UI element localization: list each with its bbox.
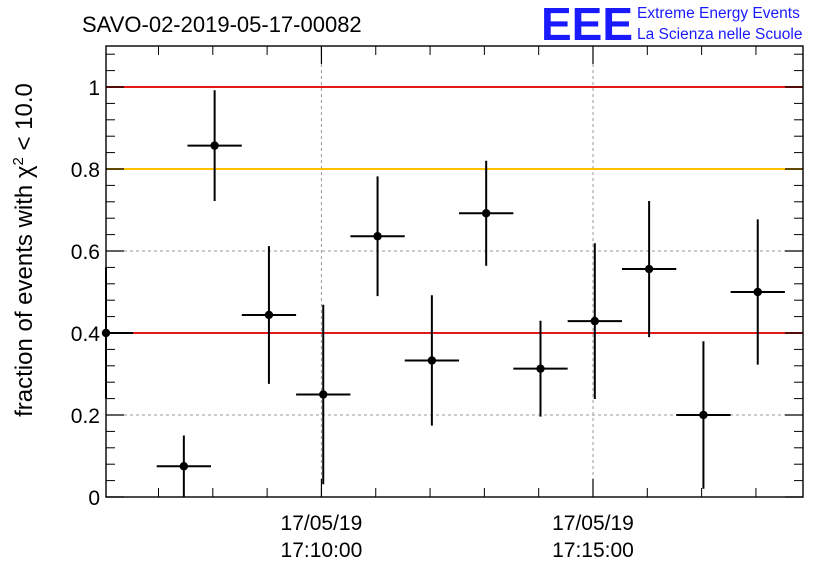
axes: 0 0.2 0.4 0.6 0.8 1 17/05/19 17:10:00 17/05/19 17… — [71, 46, 803, 562]
x-tick-time-label: 17:10:00 — [281, 539, 363, 562]
data-point — [156, 435, 212, 497]
reference-lines — [106, 86, 803, 334]
point-marker — [319, 390, 328, 399]
y-axis-title-sup: 2 — [10, 157, 27, 165]
logo-mark: EEE — [541, 0, 633, 50]
data-point — [513, 320, 568, 417]
point-marker — [590, 316, 600, 326]
data-point — [459, 160, 514, 266]
data-point — [404, 295, 460, 426]
y-axis-title-suffix: < 10.0 — [11, 83, 38, 157]
x-tick-date-label: 17/05/19 — [281, 512, 363, 535]
point-marker — [427, 356, 437, 365]
data-point — [296, 304, 351, 485]
y-tick-label: 0.2 — [71, 405, 100, 428]
data-point — [350, 176, 405, 297]
logo-line-1: Extreme Energy Events — [637, 5, 800, 22]
y-tick-label: 0.8 — [71, 159, 100, 182]
point-marker — [699, 410, 708, 420]
data-point — [567, 243, 622, 400]
data-point — [187, 90, 242, 201]
point-marker — [644, 264, 654, 274]
data-point — [676, 341, 731, 489]
data-point — [621, 200, 677, 338]
point-marker — [536, 364, 545, 373]
run-title: SAVO-02-2019-05-17-00082 — [82, 12, 362, 37]
y-tick-label: 1 — [88, 77, 100, 100]
y-tick-label: 0.4 — [71, 323, 101, 346]
point-marker — [179, 462, 189, 471]
x-tick-time-label: 17:15:00 — [552, 539, 634, 562]
y-tick-label: 0.6 — [71, 241, 100, 264]
data-point — [241, 246, 297, 384]
data-points — [101, 90, 785, 497]
plot-frame — [105, 45, 804, 498]
grid — [106, 46, 803, 497]
data-point — [730, 219, 785, 365]
point-marker — [481, 209, 491, 218]
eee-logo: EEE Extreme Energy Events La Scienza nel… — [541, 0, 802, 50]
point-marker — [264, 310, 274, 320]
y-axis-title: fraction of events with χ2 < 10.0 — [10, 83, 38, 417]
point-marker — [373, 232, 382, 241]
y-axis-title-prefix: fraction of events with χ — [11, 165, 38, 417]
point-marker — [753, 287, 762, 297]
logo-line-2: La Scienza nelle Scuole — [637, 26, 802, 43]
y-tick-label: 0 — [88, 487, 100, 510]
point-marker — [210, 141, 219, 150]
x-tick-date-label: 17/05/19 — [552, 512, 634, 535]
